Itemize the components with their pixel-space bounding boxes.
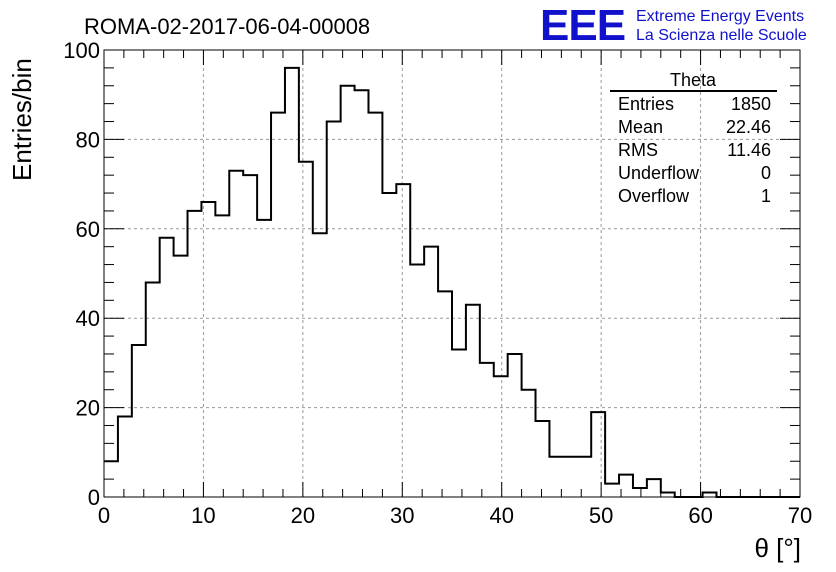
y-tick-label: 60 bbox=[76, 217, 100, 242]
stats-value-entries: 1850 bbox=[731, 94, 771, 114]
y-tick-label: 80 bbox=[76, 127, 100, 152]
stats-box: Theta Entries 1850 Mean 22.46 RMS 11.46 … bbox=[610, 70, 777, 206]
stats-label-entries: Entries bbox=[618, 94, 674, 114]
y-tick-label: 0 bbox=[88, 485, 100, 510]
y-tick-label: 100 bbox=[63, 38, 100, 63]
x-tick-label: 50 bbox=[589, 503, 613, 528]
plot-frame bbox=[103, 49, 801, 498]
x-tick-label: 40 bbox=[489, 503, 513, 528]
stats-label-underflow: Underflow bbox=[618, 163, 700, 183]
x-axis-title: θ [°] bbox=[754, 533, 801, 563]
x-tick-label: 30 bbox=[390, 503, 414, 528]
stats-value-overflow: 1 bbox=[761, 186, 771, 206]
run-title: ROMA-02-2017-06-04-00008 bbox=[84, 14, 370, 39]
x-tick-label: 0 bbox=[98, 503, 110, 528]
x-tick-label: 20 bbox=[291, 503, 315, 528]
stats-value-rms: 11.46 bbox=[727, 140, 771, 160]
stats-label-rms: RMS bbox=[618, 140, 658, 160]
x-tick-label: 60 bbox=[688, 503, 712, 528]
stats-value-mean: 22.46 bbox=[726, 117, 771, 137]
stats-title: Theta bbox=[670, 70, 717, 90]
x-tick-label: 10 bbox=[191, 503, 215, 528]
x-tick-label: 70 bbox=[788, 503, 812, 528]
stats-label-mean: Mean bbox=[618, 117, 663, 137]
stats-label-overflow: Overflow bbox=[618, 186, 690, 206]
y-tick-label: 40 bbox=[76, 306, 100, 331]
logo-line-2: La Scienza nelle Scuole bbox=[636, 27, 807, 44]
stats-value-underflow: 0 bbox=[761, 163, 771, 183]
y-axis-title: Entries/bin bbox=[7, 58, 37, 181]
logo-line-1: Extreme Energy Events bbox=[636, 8, 804, 25]
y-tick-label: 20 bbox=[76, 396, 100, 421]
histogram-series bbox=[104, 66, 800, 498]
eee-logo: EEE bbox=[540, 1, 625, 50]
